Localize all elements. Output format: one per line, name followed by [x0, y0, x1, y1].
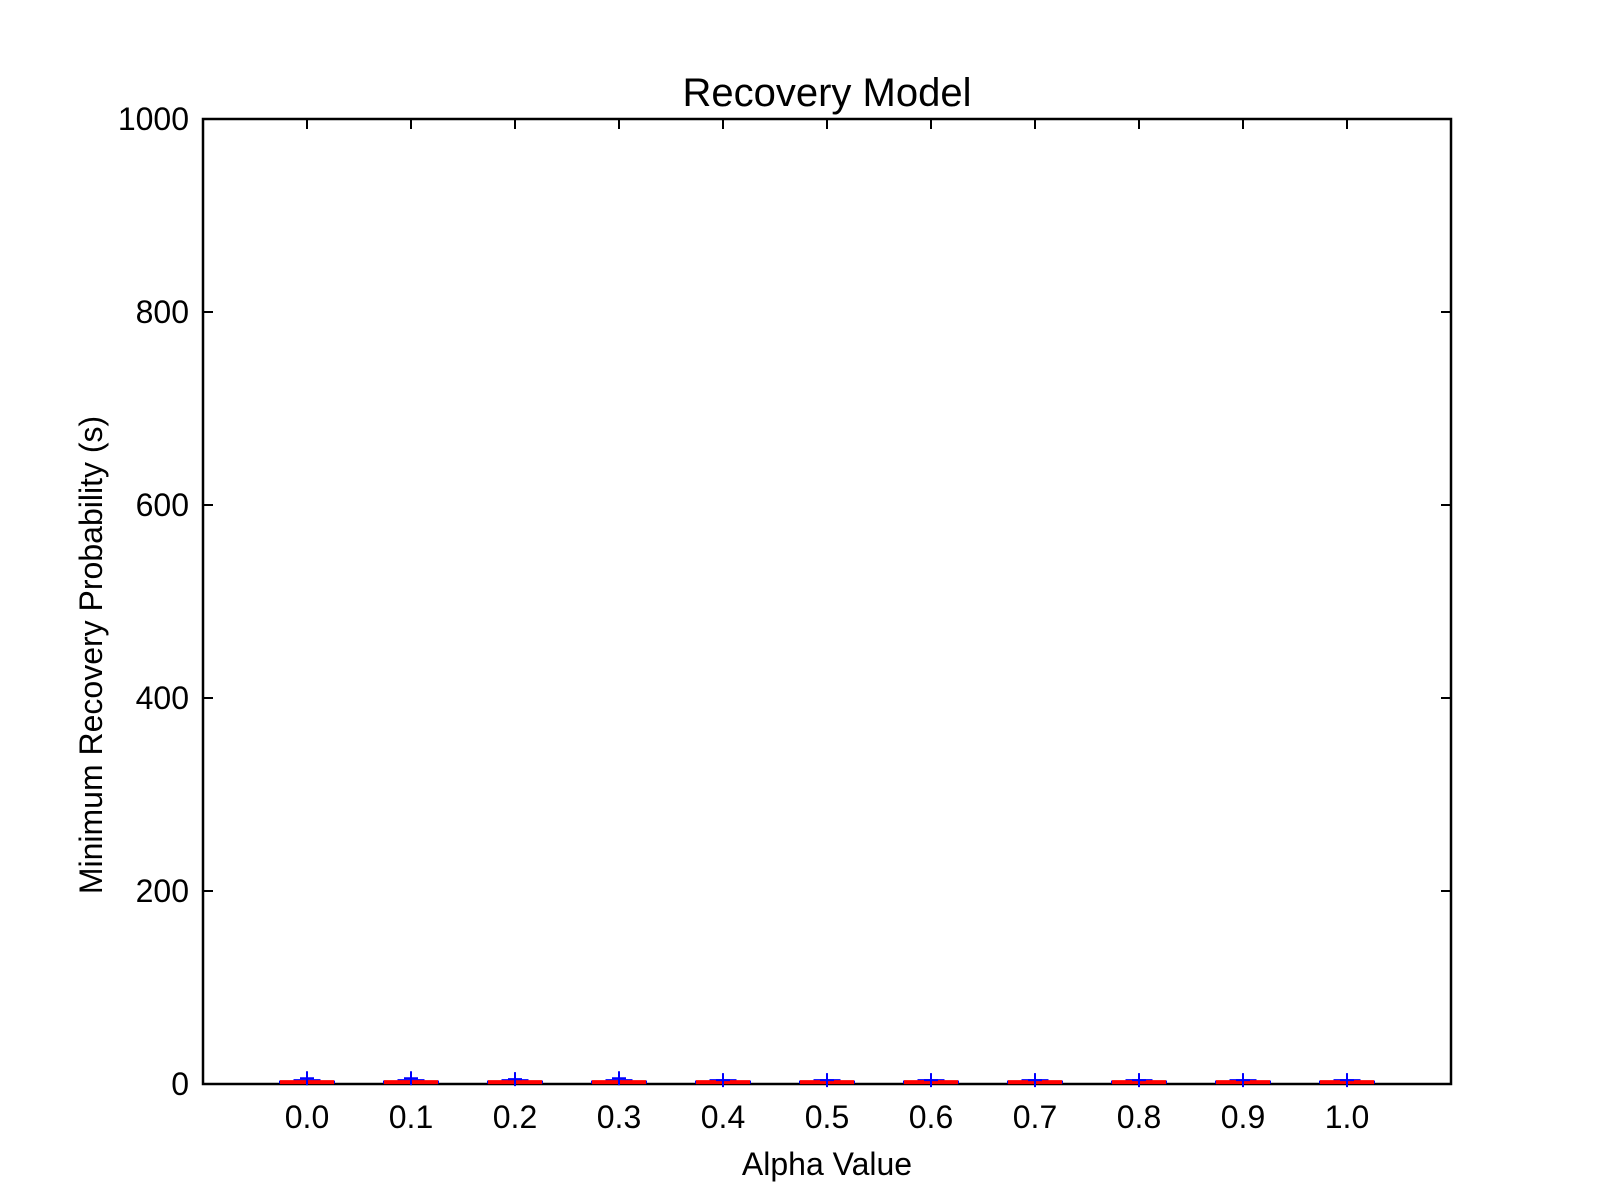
- box-plot-0.1: [383, 1071, 439, 1086]
- box-outlier: [1132, 1073, 1146, 1088]
- y-axis-label: Minimum Recovery Probability (s): [73, 416, 109, 894]
- x-tick-label: 0.5: [805, 1099, 849, 1135]
- box-plot-0.0: [279, 1071, 335, 1086]
- box-outlier: [1340, 1073, 1354, 1088]
- x-tick-label: 0.8: [1117, 1099, 1161, 1135]
- x-tick-label: 0.0: [285, 1099, 329, 1135]
- x-tick-label: 0.2: [493, 1099, 537, 1135]
- x-tick-label: 0.6: [909, 1099, 953, 1135]
- x-tick-label: 0.9: [1221, 1099, 1265, 1135]
- plot-frame: [201, 117, 1453, 1086]
- y-tick-label: 400: [136, 680, 189, 716]
- box-plot-0.9: [1215, 1073, 1271, 1088]
- box-plot-1.0: [1319, 1073, 1375, 1088]
- box-outlier: [300, 1071, 314, 1086]
- box-outlier: [404, 1071, 418, 1086]
- box-outlier: [508, 1072, 522, 1087]
- box-plot-0.5: [799, 1073, 855, 1088]
- x-tick-label: 1.0: [1325, 1099, 1369, 1135]
- y-tick-label: 800: [136, 294, 189, 330]
- box-outlier: [612, 1071, 626, 1086]
- y-tick-label: 600: [136, 487, 189, 523]
- box-outlier: [1236, 1073, 1250, 1088]
- x-tick-label: 0.3: [597, 1099, 641, 1135]
- box-plot-0.4: [695, 1073, 751, 1088]
- x-axis-label: Alpha Value: [742, 1146, 912, 1182]
- y-tick-label: 0: [171, 1066, 189, 1102]
- box-plot-0.8: [1111, 1073, 1167, 1088]
- box-plot-0.7: [1007, 1073, 1063, 1088]
- box-plot-0.6: [903, 1073, 959, 1088]
- y-axis: 0 200 400 600 800 1000: [118, 101, 1451, 1102]
- box-outlier: [1028, 1073, 1042, 1088]
- chart-title: Recovery Model: [682, 71, 971, 115]
- x-tick-label: 0.4: [701, 1099, 745, 1135]
- box-outlier: [820, 1073, 834, 1088]
- y-tick-label: 200: [136, 873, 189, 909]
- x-tick-label: 0.1: [389, 1099, 433, 1135]
- box-plot-0.3: [591, 1071, 647, 1086]
- x-axis: 0.0 0.1 0.2 0.3 0.4 0.5 0.6 0.7 0.8 0.9 1.0: [285, 119, 1369, 1135]
- x-tick-label: 0.7: [1013, 1099, 1057, 1135]
- box-outlier: [924, 1073, 938, 1088]
- y-tick-label: 1000: [118, 101, 189, 137]
- box-plot-0.2: [487, 1072, 543, 1087]
- box-series: [279, 1071, 1375, 1088]
- plot-area: [201, 117, 1453, 1086]
- box-outlier: [716, 1073, 730, 1088]
